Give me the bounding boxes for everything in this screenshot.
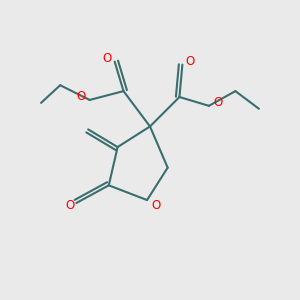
- Text: O: O: [76, 91, 86, 103]
- Text: O: O: [185, 55, 194, 68]
- Text: O: O: [213, 96, 222, 110]
- Text: O: O: [151, 200, 160, 212]
- Text: O: O: [66, 200, 75, 212]
- Text: O: O: [103, 52, 112, 65]
